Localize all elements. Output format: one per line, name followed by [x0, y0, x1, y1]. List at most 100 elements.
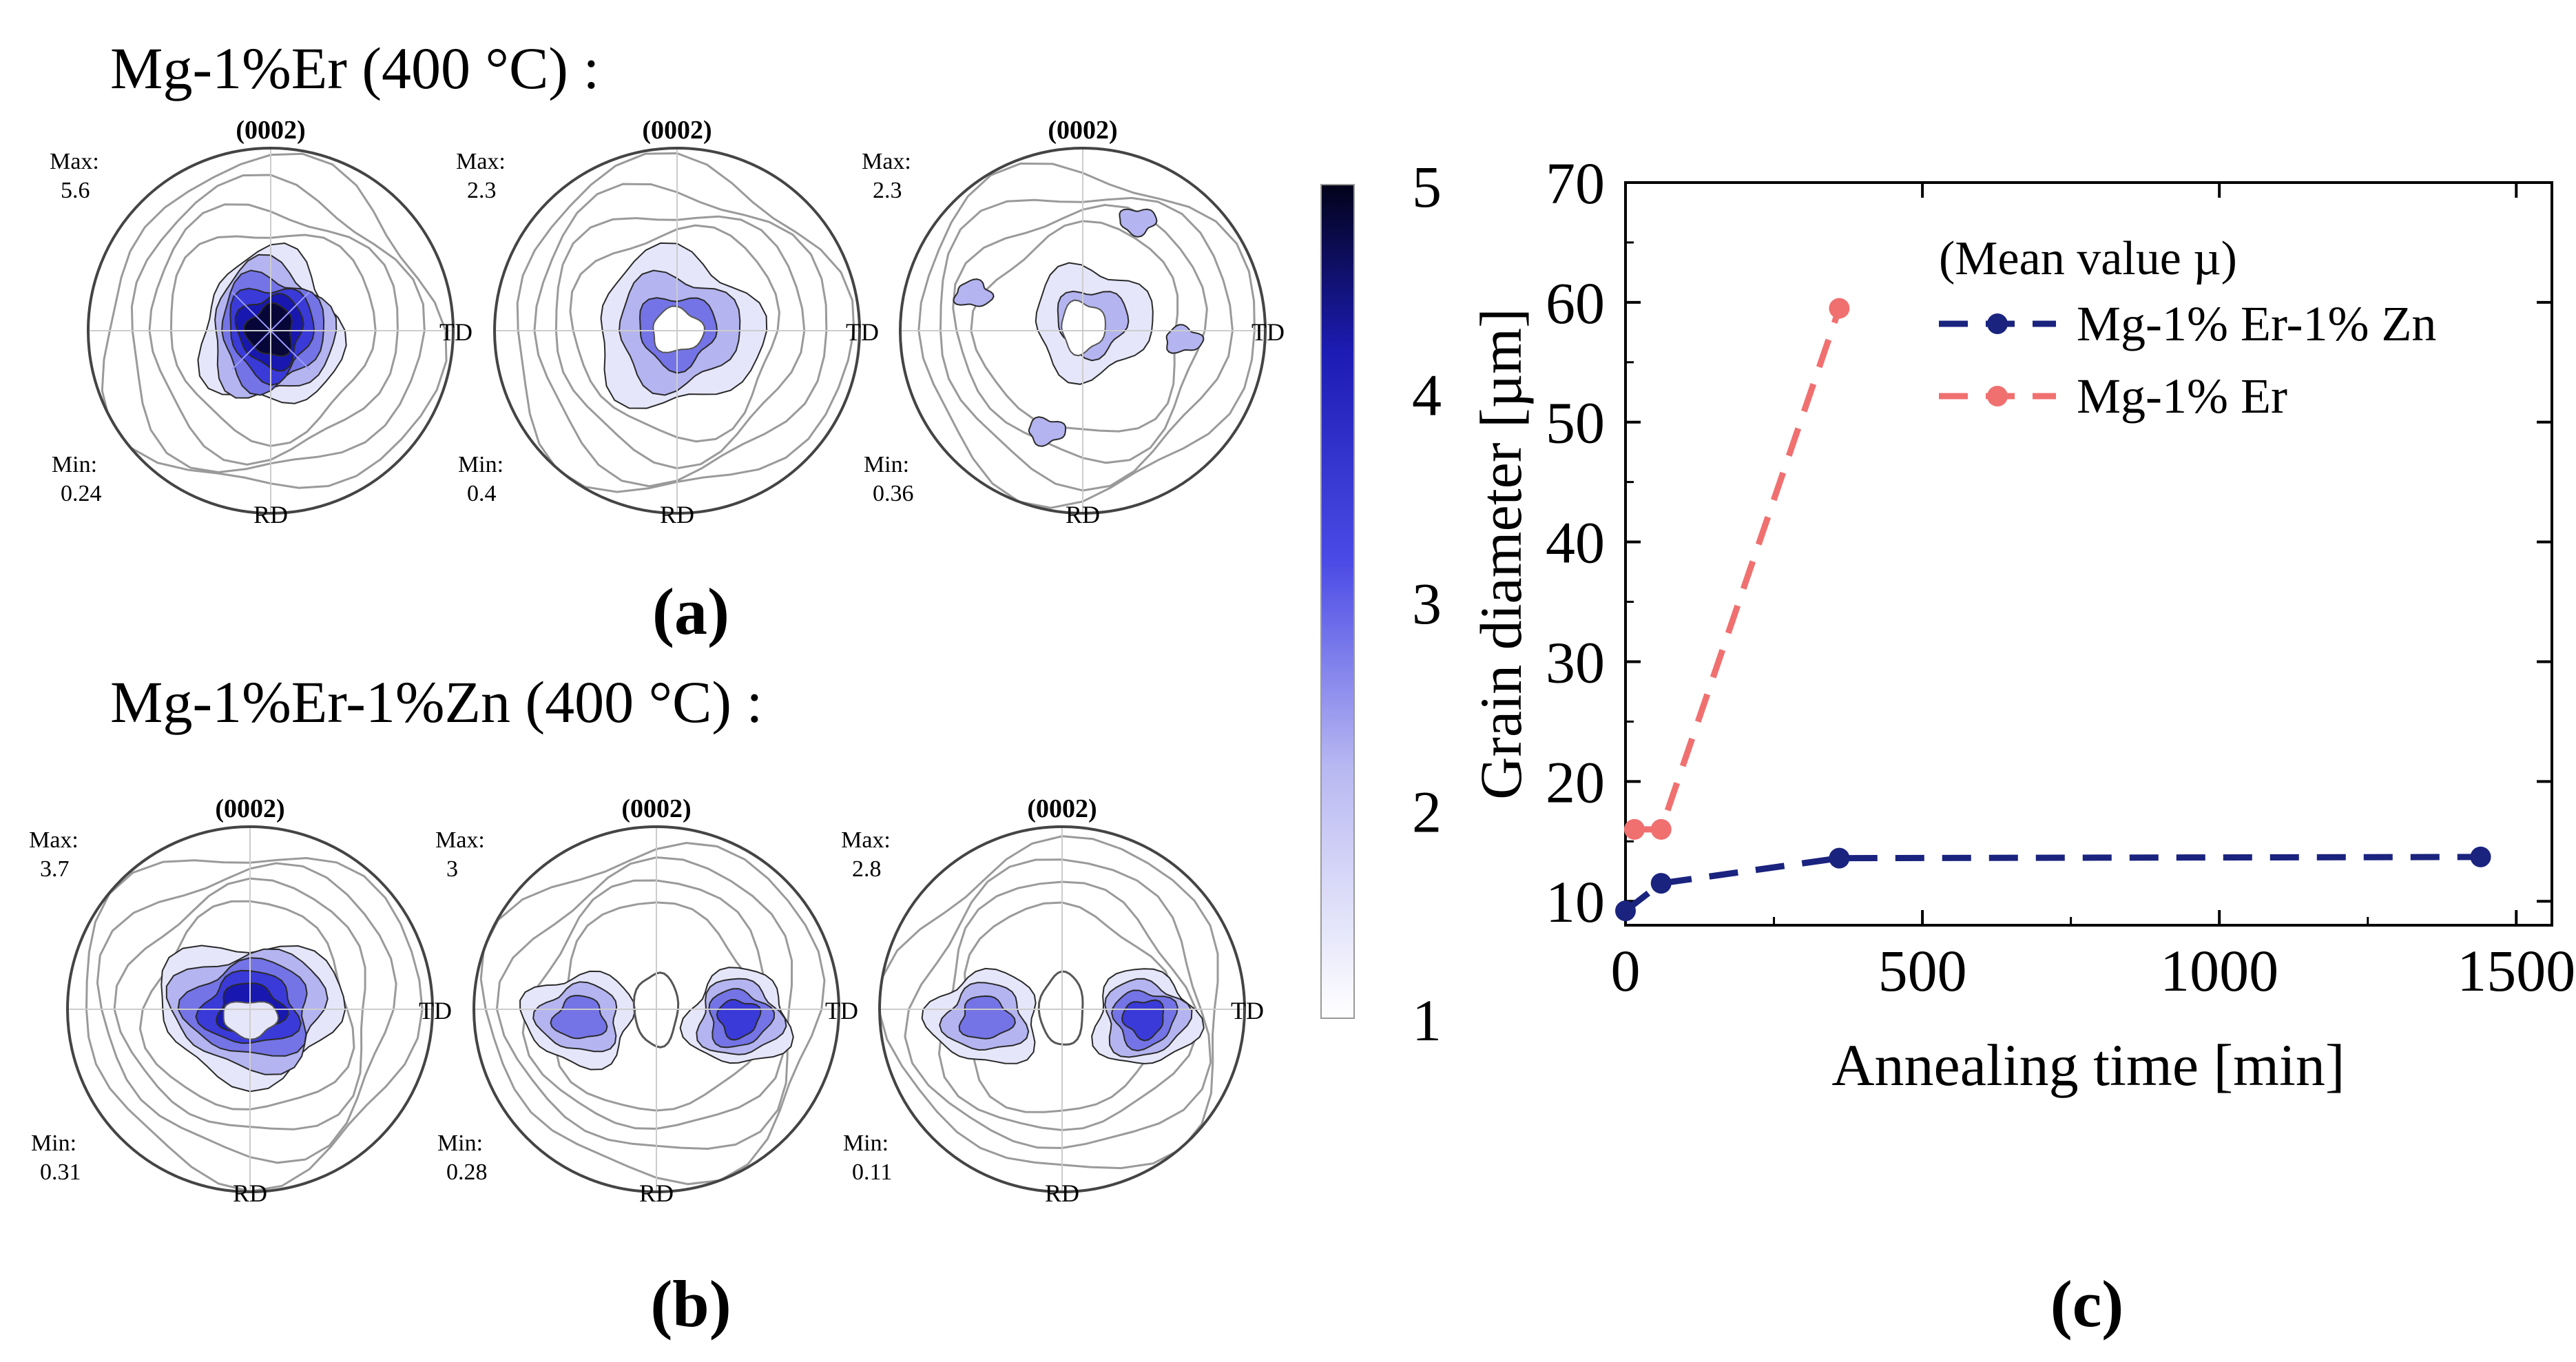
pole-figure-border: [66, 825, 434, 1193]
panel-label-c: (c): [2050, 1267, 2124, 1341]
legend-title: (Mean value µ): [1939, 232, 2237, 285]
pole-figure-border: [472, 825, 840, 1193]
min-value: 0.36: [873, 481, 914, 506]
grain-size-chart: 0 500 1000 1500 10 20 30 40 50 60 70 Annealing tim…: [1468, 150, 2575, 1098]
min-label: Min:: [458, 452, 503, 477]
min-value: 0.28: [446, 1159, 488, 1185]
contour-line: [880, 835, 1219, 1170]
data-point: [1650, 818, 1672, 840]
center-hole: [222, 1001, 280, 1040]
data-point: [1650, 873, 1672, 894]
plane-label: (0002): [236, 116, 305, 145]
min-label: Min:: [437, 1131, 483, 1156]
pole-figure-border: [878, 825, 1246, 1193]
rd-label: RD: [639, 1179, 674, 1207]
pole-figure-contours: [474, 827, 839, 1192]
legend: (Mean value µ) Mg-1% Er-1% Zn Mg-1% Er: [1939, 232, 2436, 424]
pole-figure: (0002) TD RD Max: 2.3 Min: 0.4: [456, 116, 879, 528]
max-label: Max:: [862, 149, 911, 174]
plot-frame: [1624, 181, 2553, 927]
pole-ray: [270, 291, 310, 331]
plane-label: (0002): [621, 794, 691, 823]
pole-figure: (0002) TD RD Max: 3.7 Min: 0.31: [29, 794, 452, 1207]
y-tick-label: 20: [1546, 749, 1605, 815]
pole-figure: (0002) TD RD Max: 3 Min: 0.28: [435, 794, 858, 1207]
max-value: 2.3: [873, 178, 902, 203]
center-hole: [1061, 299, 1106, 357]
rd-label: RD: [253, 501, 288, 528]
rd-label: RD: [1045, 1179, 1079, 1207]
y-tick-label: 10: [1546, 869, 1605, 935]
pole-figure-contours: [900, 148, 1265, 513]
pole-ray: [231, 291, 271, 331]
td-label: TD: [1251, 318, 1285, 346]
series-line: [1623, 854, 2481, 914]
legend-label: Mg-1% Er-1% Zn: [2077, 296, 2436, 351]
legend-marker: [1987, 386, 2008, 406]
y-tick-label: 40: [1546, 510, 1605, 576]
pole-figure-row-a: (0002) TD RD Max: 5.6 Min: 0.24 (0002) TD RD Max: 2…: [50, 116, 1285, 528]
td-label: TD: [1231, 997, 1264, 1024]
min-value: 0.31: [40, 1159, 81, 1185]
pole-figure-contours: [880, 827, 1245, 1192]
plane-label: (0002): [1027, 794, 1097, 823]
y-tick-label: 60: [1546, 270, 1605, 336]
min-label: Min:: [864, 452, 909, 477]
pole-figure-border: [493, 147, 861, 515]
legend-items: Mg-1% Er-1% Zn Mg-1% Er: [1939, 296, 2436, 424]
max-value: 3.7: [40, 856, 70, 882]
intensity-contour: [1028, 416, 1067, 447]
td-label: TD: [439, 318, 472, 346]
max-label: Max:: [435, 827, 485, 853]
min-label: Min:: [843, 1131, 889, 1156]
colorbar-gradient: [1320, 184, 1355, 1019]
colorbar-tick-label: 4: [1412, 362, 1442, 429]
pole-figure-row-b: (0002) TD RD Max: 3.7 Min: 0.31 (0002) TD RD Max: 3…: [29, 794, 1264, 1207]
rd-label: RD: [1066, 501, 1100, 528]
min-value: 0.11: [852, 1159, 892, 1185]
pole-figure-border: [899, 147, 1267, 515]
legend-marker: [1987, 313, 2008, 334]
pole-ray: [231, 330, 271, 370]
intensity-contour: [958, 995, 1017, 1040]
data-point: [2470, 846, 2491, 867]
panel-label-a: (a): [652, 575, 729, 648]
plane-label: (0002): [215, 794, 284, 823]
pole-figure-border: [87, 147, 455, 515]
td-label: TD: [846, 318, 879, 346]
y-axis-label: Grain diameter [µm]: [1468, 308, 1534, 799]
colorbar: 5 4 3 2 1: [1320, 154, 1442, 1053]
y-tick-label: 30: [1546, 629, 1605, 695]
intensity-contour: [1119, 208, 1158, 238]
row-a-title: Mg-1%Er (400 °C) :: [110, 35, 599, 101]
x-axis-label: Annealing time [min]: [1831, 1032, 2345, 1098]
pole-figure-contours: [67, 827, 433, 1192]
plane-label: (0002): [1048, 116, 1117, 145]
pole-figure-contours: [495, 148, 860, 513]
max-label: Max:: [50, 149, 99, 174]
intensity-contour: [1121, 999, 1165, 1042]
colorbar-ticks: 5 4 3 2 1: [1412, 154, 1442, 1053]
y-tick-label: 50: [1546, 390, 1605, 456]
min-value: 0.24: [61, 481, 102, 506]
pole-figure: (0002) TD RD Max: 2.8 Min: 0.11: [841, 794, 1264, 1207]
pole-figure: (0002) TD RD Max: 5.6 Min: 0.24: [50, 116, 472, 528]
max-value: 5.6: [61, 178, 90, 203]
rd-label: RD: [660, 501, 694, 528]
max-value: 2.3: [467, 178, 497, 203]
pole-figure-contours: [88, 148, 453, 513]
pole-ray: [270, 330, 310, 370]
data-point: [1829, 298, 1850, 319]
rd-label: RD: [233, 1179, 267, 1207]
colorbar-tick-label: 3: [1412, 570, 1442, 637]
pole-figure: (0002) TD RD Max: 2.3 Min: 0.36: [862, 116, 1285, 528]
min-label: Min:: [31, 1131, 76, 1156]
colorbar-tick-label: 5: [1412, 154, 1442, 220]
chart-series: [1615, 298, 2491, 922]
intensity-contour: [550, 995, 608, 1040]
y-tick-label: 70: [1546, 150, 1605, 216]
max-label: Max:: [456, 149, 506, 174]
chart-axes: 0 500 1000 1500 10 20 30 40 50 60 70: [1546, 150, 2575, 1004]
data-point: [1623, 818, 1645, 840]
td-label: TD: [419, 997, 452, 1024]
